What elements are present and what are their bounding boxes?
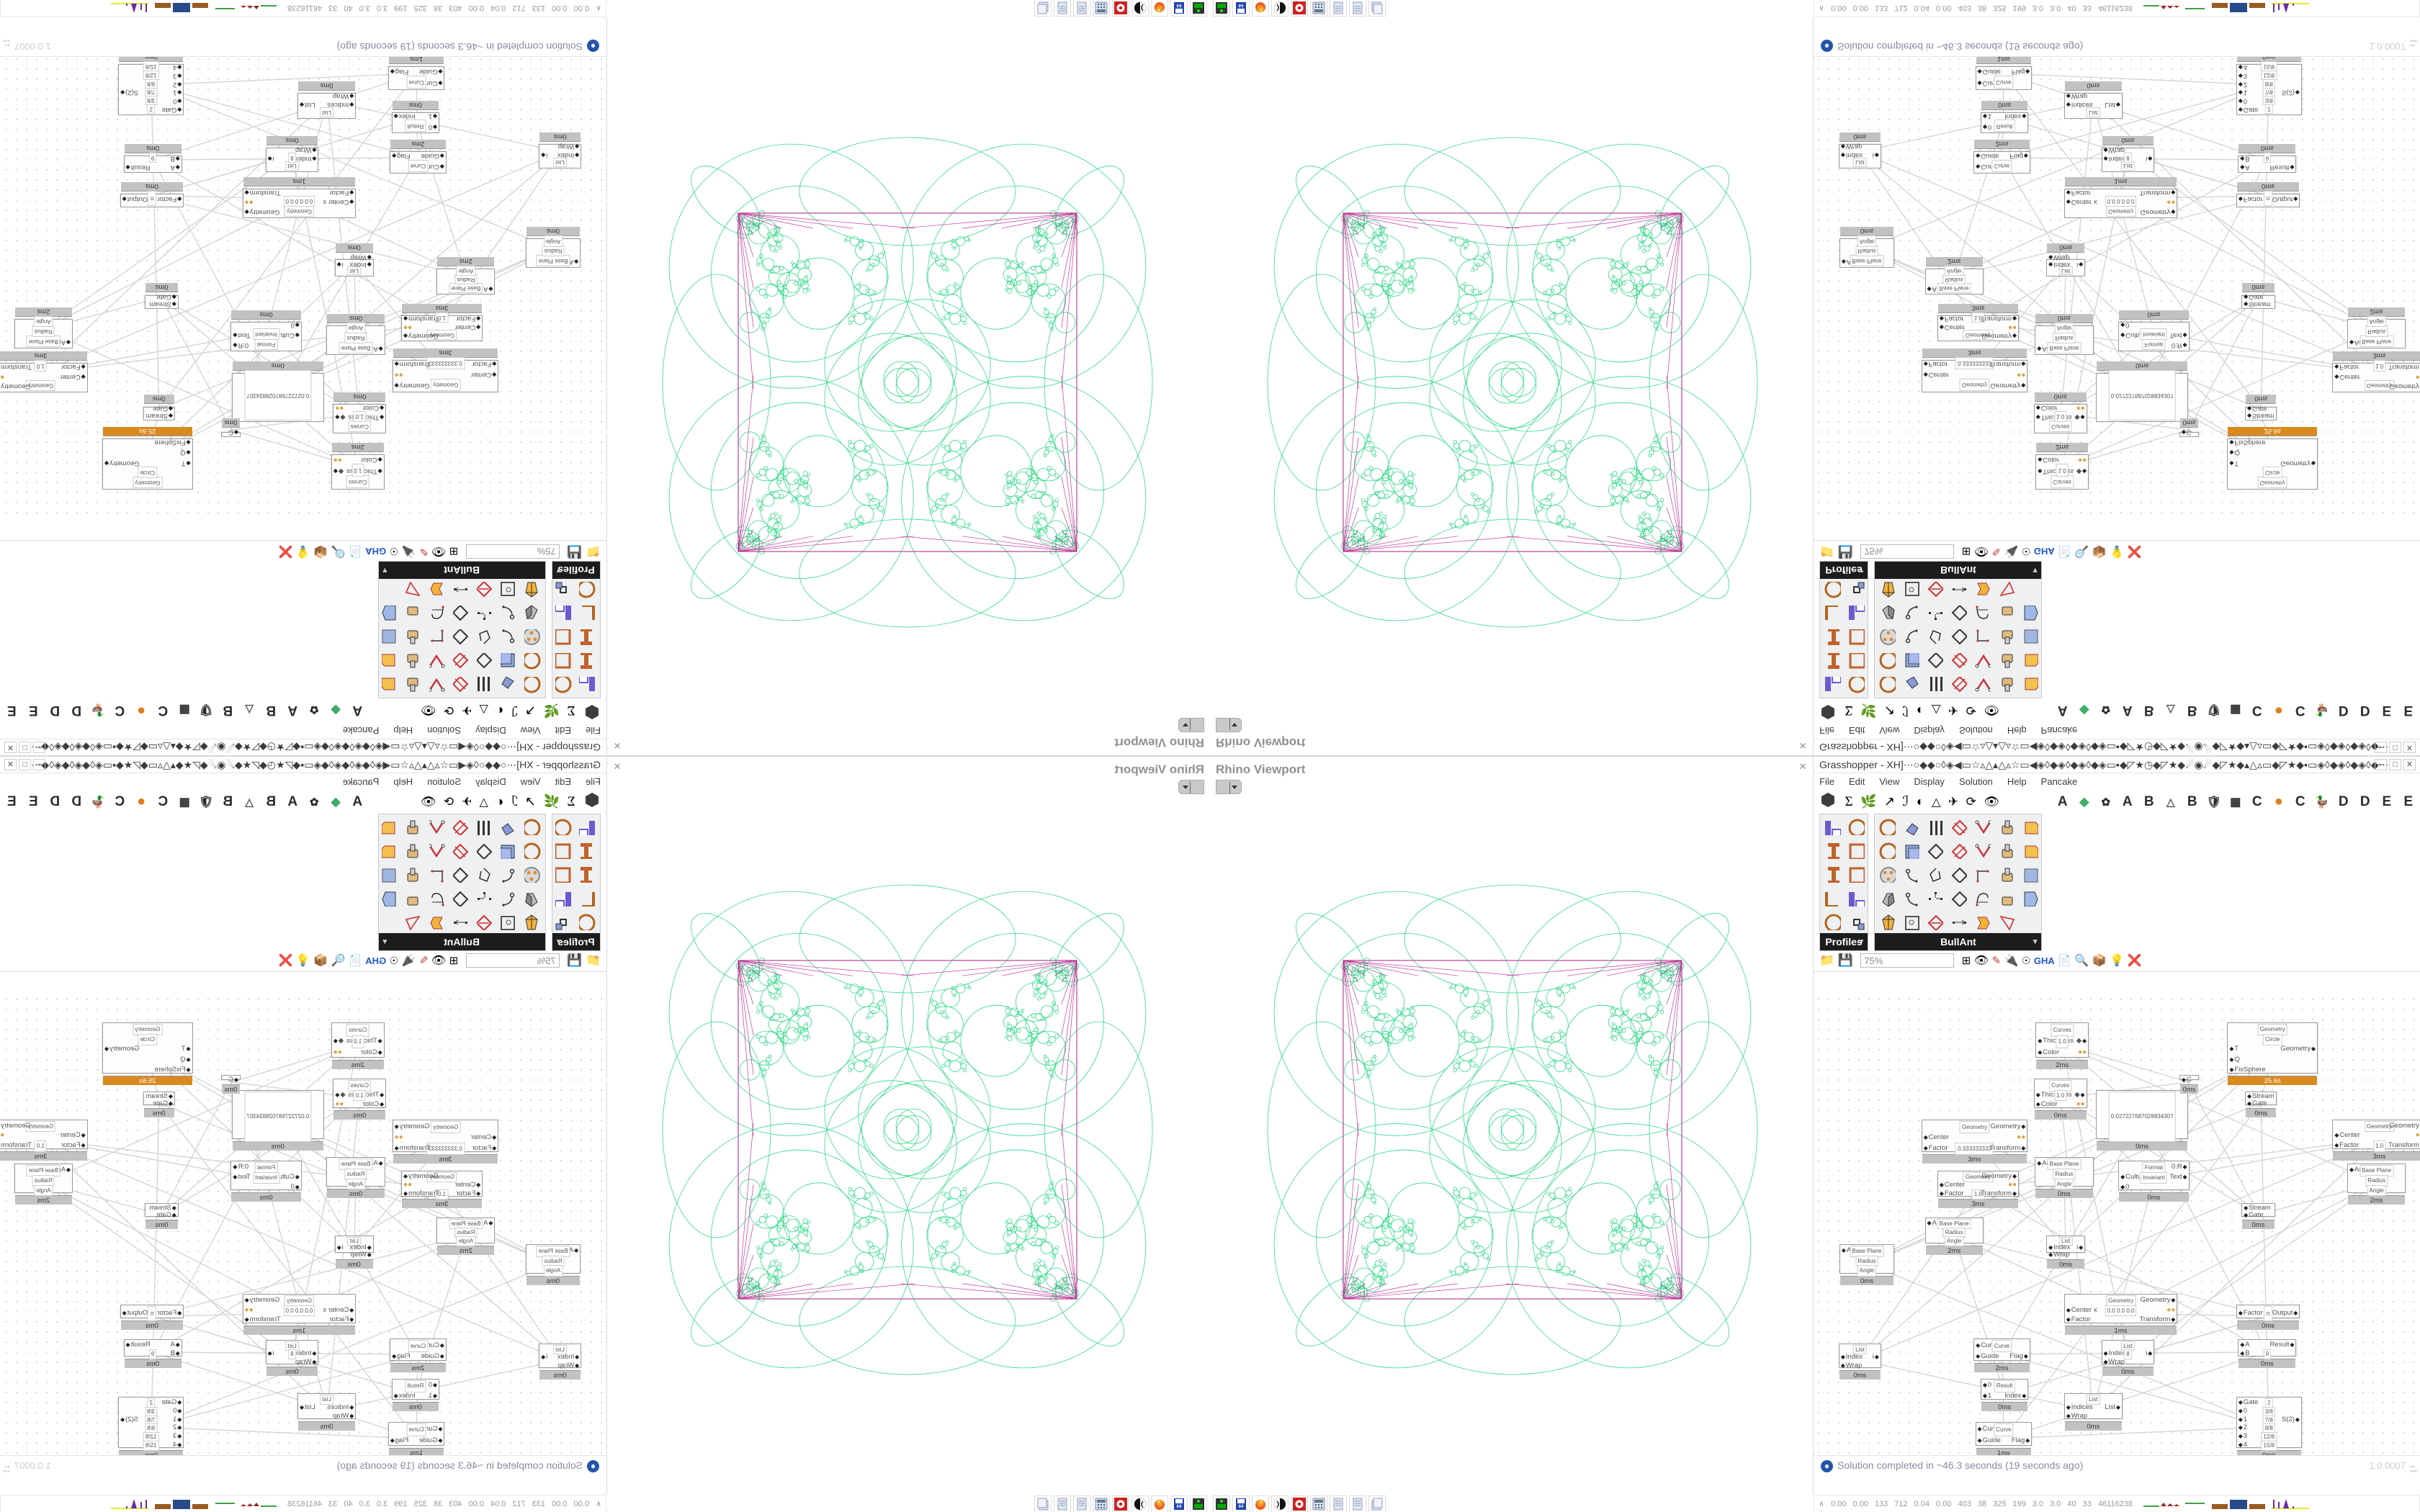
svg-text:64: 64 — [1176, 1505, 1181, 1509]
svg-text:64: 64 — [1176, 4, 1181, 8]
svg-text:64: 64 — [1239, 1505, 1244, 1509]
svg-text:64: 64 — [1239, 4, 1244, 8]
